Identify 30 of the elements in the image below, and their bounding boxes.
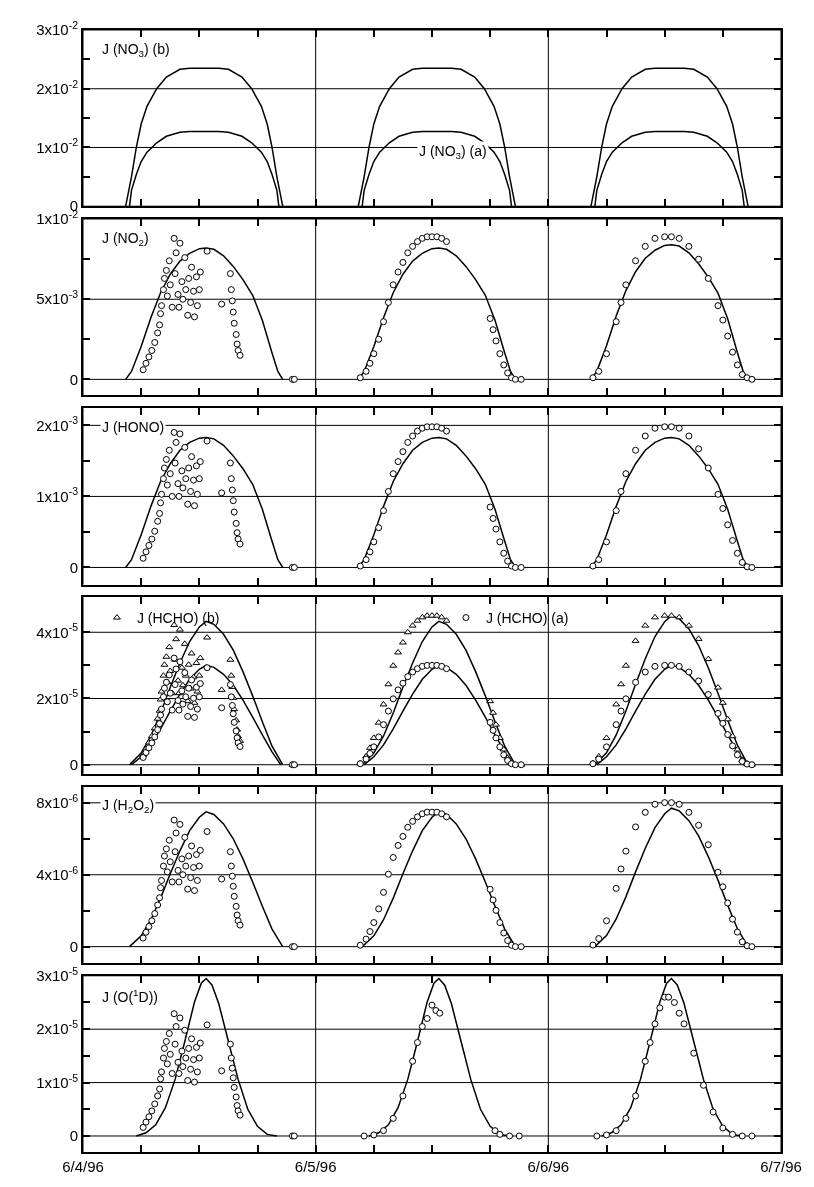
y-tick-label: 2x10$^{-3}$ [36, 414, 79, 434]
y-tick-label: 3x10$^{-5}$ [36, 964, 79, 985]
text: J (H$_{2}$O$_{2}$) [102, 797, 155, 815]
text: J (NO$_{2}$) [102, 230, 149, 248]
x-tick-label: 6/6/96 [527, 1158, 570, 1175]
legend-label: J (HCHO) (a) [485, 610, 569, 627]
y-tick-label: 5x10$^{-3}$ [36, 288, 79, 308]
text: J (HONO) [102, 419, 165, 435]
y-tick-label: 2x10$^{-5}$ [36, 687, 79, 707]
text: J (O($^{1}$D)) [102, 987, 158, 1005]
y-tick-label: 0 [69, 755, 78, 773]
y-tick-label: 1x10$^{-2}$ [36, 136, 79, 156]
y-tick-label: 2x10$^{-5}$ [36, 1018, 79, 1038]
x-tick-label: 6/7/96 [760, 1158, 802, 1175]
y-tick-label: 4x10$^{-5}$ [36, 621, 79, 641]
y-tick-label: 8x10$^{-6}$ [36, 791, 79, 812]
y-tick-label: 0 [69, 937, 78, 955]
annotation: J (NO$_{3}$) (b) [102, 41, 170, 59]
y-tick-label: 1x10$^{-5}$ [36, 1071, 79, 1091]
y-tick-label: 0 [69, 370, 78, 388]
x-tick-label: 6/5/96 [294, 1158, 337, 1175]
annotation: J (NO$_{3}$) (a) [419, 143, 487, 161]
y-tick-label: 0 [69, 1127, 78, 1145]
y-tick-label: 1x10$^{-3}$ [36, 485, 79, 505]
x-tick-label: 6/4/96 [62, 1158, 104, 1175]
y-tick-label: 2x10$^{-2}$ [36, 77, 79, 97]
legend-label: J (HCHO) (b) [136, 610, 220, 627]
y-tick-label: 0 [69, 558, 78, 576]
y-tick-label: 4x10$^{-6}$ [36, 863, 79, 883]
y-tick-label: 3x10$^{-2}$ [36, 18, 79, 39]
